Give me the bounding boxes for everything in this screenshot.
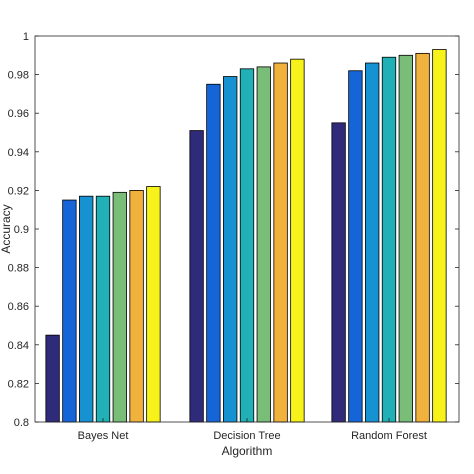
- bar-random-forest-3: [365, 62, 380, 423]
- y-tick-label: 0.86: [8, 301, 29, 313]
- y-tick-label: 0.88: [8, 263, 29, 275]
- bar-decision-tree-5: [256, 66, 271, 423]
- x-tick-label-decision-tree: Decision Tree: [213, 430, 280, 442]
- bar-random-forest-6: [415, 52, 430, 423]
- y-tick-label: 0.9: [14, 224, 29, 236]
- bar-random-forest-7: [432, 49, 447, 423]
- bar-bayes-net-6: [129, 189, 144, 423]
- bar-random-forest-1: [331, 122, 346, 423]
- y-axis-title: Accuracy: [0, 204, 13, 253]
- bar-bayes-net-4: [95, 195, 111, 423]
- bar-decision-tree-7: [290, 58, 305, 423]
- bar-bayes-net-5: [112, 191, 127, 423]
- bar-bayes-net-7: [146, 186, 161, 423]
- bar-bayes-net-3: [79, 195, 94, 423]
- x-tick-label-random-forest: Random Forest: [351, 430, 427, 442]
- y-tick-label: 0.82: [8, 378, 29, 390]
- y-tick-label: 0.98: [8, 70, 29, 82]
- x-tick-label-bayes-net: Bayes Net: [78, 430, 129, 442]
- y-tick-label: 0.96: [8, 108, 29, 120]
- bar-random-forest-5: [398, 54, 413, 423]
- x-axis-ticks: Bayes Net Decision Tree Random Forest: [78, 418, 427, 442]
- bar-decision-tree-1: [189, 130, 204, 423]
- bar-bayes-net-1: [45, 334, 60, 423]
- y-tick-label: 0.94: [8, 147, 29, 159]
- y-axis-ticks: 0.8 0.82 0.84 0.86 0.88 0.9 0.92 0.94 0.96 0.98 1: [8, 31, 459, 429]
- y-tick-label: 0.84: [8, 340, 29, 352]
- bar-decision-tree-2: [206, 83, 221, 423]
- x-axis-title: Algorithm: [222, 444, 273, 458]
- bar-bayes-net-2: [62, 199, 77, 423]
- bar-decision-tree-3: [223, 76, 238, 423]
- bars: [45, 49, 447, 423]
- plot-frame: [34, 35, 460, 423]
- bar-random-forest-4: [381, 56, 397, 423]
- bar-decision-tree-4: [239, 68, 255, 423]
- y-tick-label: 1: [23, 31, 29, 43]
- bar-random-forest-2: [348, 70, 363, 423]
- bar-decision-tree-6: [273, 62, 288, 423]
- y-tick-label: 0.8: [14, 417, 29, 429]
- y-tick-label: 0.92: [8, 185, 29, 197]
